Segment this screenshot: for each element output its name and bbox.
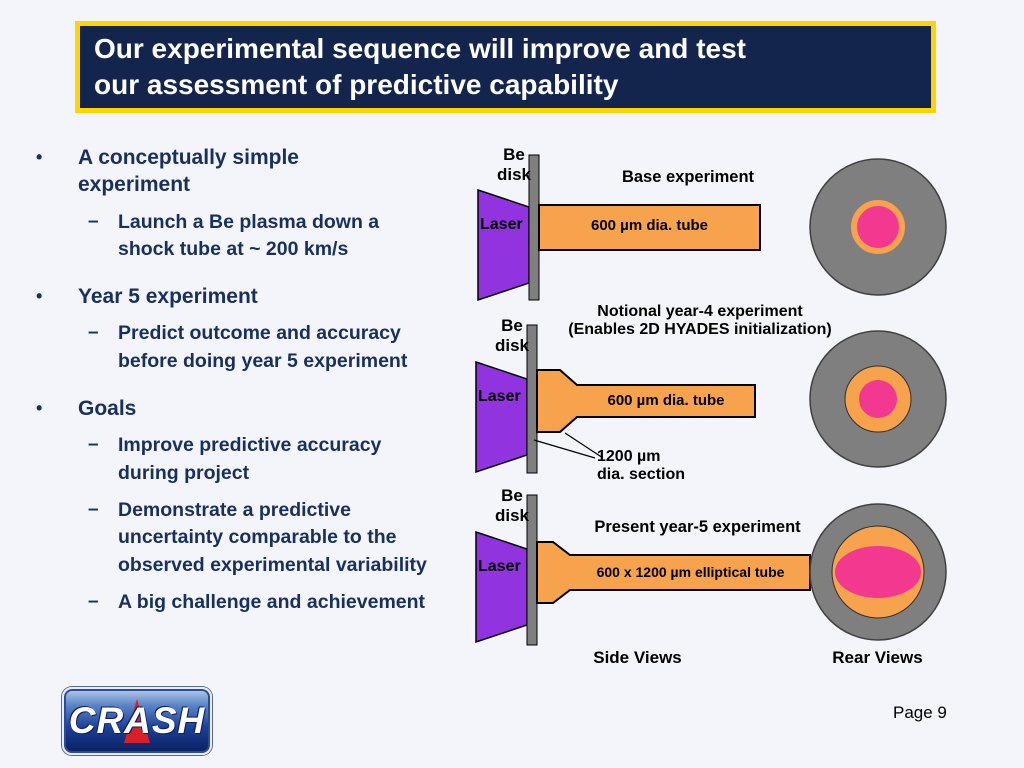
crash-logo: CRASH	[62, 687, 212, 755]
section-annotation: 1200 µm dia. section	[597, 448, 686, 484]
bullet-list: • A conceptually simple experiment – Lau…	[33, 138, 468, 616]
page-number: Page 9	[893, 703, 947, 722]
sub-bullet-text: Launch a Be plasma down a shock tube at …	[118, 210, 380, 260]
bullet-item-3: • Goals	[33, 395, 468, 422]
bullet-item-1: • A conceptually simple experiment	[33, 144, 468, 199]
rear-view-plasma	[851, 200, 905, 254]
sub-bullet-marker: –	[88, 322, 99, 344]
sub-bullet-text: Predict outcome and accuracy before doin…	[118, 322, 408, 372]
be-disk-label: Be disk	[496, 145, 532, 184]
sub-bullet-item: – Launch a Be plasma down a shock tube a…	[88, 209, 468, 264]
sub-bullet-marker: –	[88, 210, 99, 232]
bullet-item-2: • Year 5 experiment	[33, 283, 468, 310]
side-views-label: Side Views	[593, 648, 682, 667]
funnel-tube-shape	[536, 369, 756, 433]
laser-label: Laser	[478, 558, 521, 575]
slide-title-line-1: Our experimental sequence will improve a…	[94, 33, 746, 65]
sub-bullet-text: Demonstrate a predictive uncertainty com…	[118, 498, 427, 576]
rear-views-label: Rear Views	[832, 648, 923, 667]
annotation-line	[564, 432, 604, 459]
rear-view-plasma	[859, 380, 897, 418]
title-banner: Our experimental sequence will improve a…	[75, 21, 936, 113]
diagram-shapes	[475, 154, 947, 646]
experiment-caption: Base experiment	[621, 168, 755, 186]
sub-bullet-marker: –	[88, 434, 99, 456]
be-disk-label: Be disk	[494, 486, 530, 525]
laser-beam-shape	[475, 530, 528, 644]
rear-view-plasma	[835, 546, 921, 598]
bullet-text: A conceptually simple experiment	[78, 146, 299, 197]
sub-bullet-text: Improve predictive accuracy during proje…	[118, 434, 382, 484]
sub-bullet-text: A big challenge and achievement	[118, 590, 426, 613]
experiment-caption: Present year-5 experiment	[594, 518, 801, 536]
sub-bullet-marker: –	[88, 590, 99, 612]
bullet-marker: •	[36, 286, 43, 307]
bullet-text: Goals	[78, 397, 137, 421]
annotation-line	[533, 439, 596, 459]
bullet-text: Year 5 experiment	[78, 285, 258, 309]
laser-beam-shape	[475, 360, 528, 474]
tube-label: 600 µm dia. tube	[590, 217, 708, 234]
experiment-diagram: Be disk Base experiment Laser 600 µm dia…	[455, 140, 1020, 685]
be-disk-label: Be disk	[494, 316, 530, 355]
laser-label: Laser	[480, 216, 523, 233]
sub-bullet-item: – Predict outcome and accuracy before do…	[88, 320, 468, 375]
sub-bullet-item: – Demonstrate a predictive uncertainty c…	[88, 497, 468, 579]
tube-label: 600 µm dia. tube	[607, 392, 725, 409]
shock-tube-shape	[538, 204, 761, 251]
laser-beam-shape	[477, 188, 530, 302]
laser-label: Laser	[478, 388, 521, 405]
tube-label: 600 x 1200 µm elliptical tube	[596, 564, 785, 580]
bullet-marker: •	[36, 398, 43, 419]
bullet-marker: •	[36, 147, 43, 167]
experiment-caption: Notional year-4 experiment (Enables 2D H…	[568, 303, 832, 339]
crash-logo-text: CRASH	[68, 700, 206, 741]
slide-title-line-2: our assessment of predictive capability	[94, 69, 619, 100]
sub-bullet-item: – A big challenge and achievement	[88, 589, 468, 616]
funnel-tube-shape	[536, 541, 811, 604]
sub-bullet-marker: –	[88, 498, 99, 520]
sub-bullet-item: – Improve predictive accuracy during pro…	[88, 432, 468, 487]
